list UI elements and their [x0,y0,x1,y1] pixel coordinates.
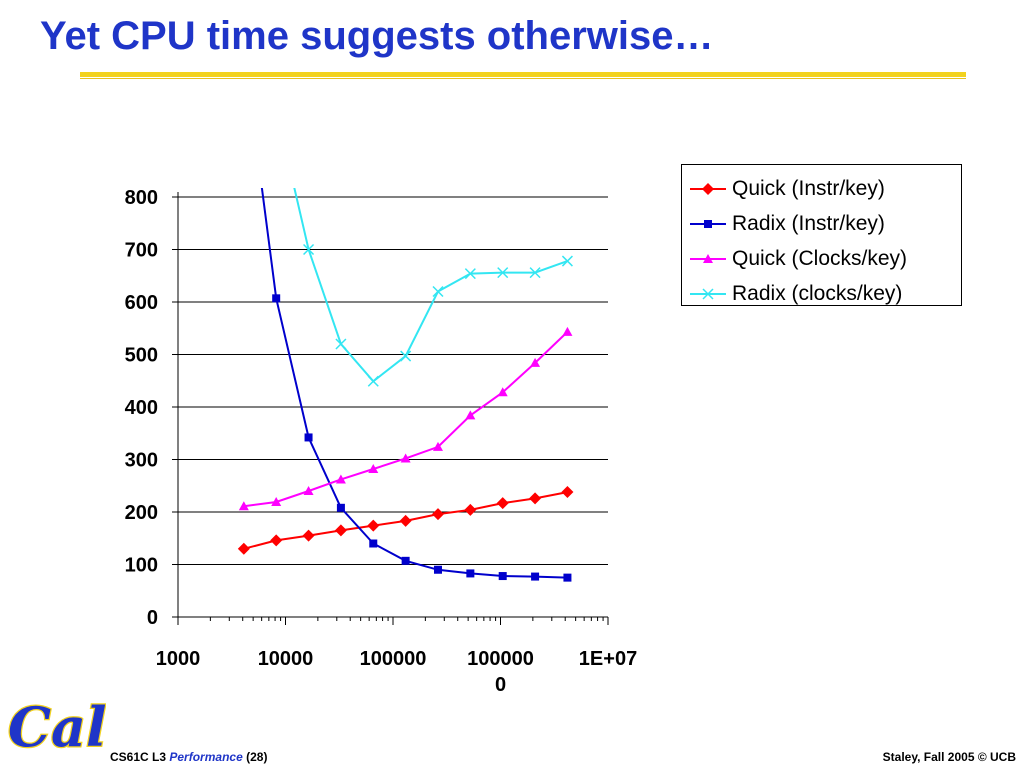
markers-group [237,243,574,582]
data-point [531,572,540,581]
data-point [562,326,573,336]
slide-title: Yet CPU time suggests otherwise… [40,14,714,58]
title-underline [80,72,966,77]
y-tick-label: 800 [125,187,158,209]
y-tick-label: 400 [125,397,158,419]
x-tick-label: 10000 [258,648,314,670]
data-point [303,486,314,495]
series-line-3 [293,188,568,383]
data-point [302,529,315,542]
logo-text: Cal [8,695,106,759]
legend-swatch [690,182,726,195]
data-point [703,253,713,263]
data-point [304,433,313,442]
data-point [561,486,574,499]
data-point [464,503,477,516]
y-tick-label: 300 [125,450,158,472]
legend-label: Quick (Instr/key) [732,176,885,200]
data-point [432,285,444,298]
footer-page: (28) [246,750,268,764]
data-point [563,573,572,582]
footer-course-info: CS61C L3 Performance (28) [110,750,267,764]
data-point [432,441,443,451]
data-point [702,182,714,195]
legend-label: Radix (clocks/key) [732,281,903,305]
data-point [271,497,282,507]
data-point [466,569,475,578]
y-tick-label: 700 [125,240,158,262]
data-point [530,357,541,367]
data-point [497,267,509,279]
axes [172,192,609,625]
data-point [497,387,508,397]
data-point [400,350,412,362]
data-point [368,463,379,473]
data-point [529,492,542,505]
data-point [303,243,315,256]
data-point [367,375,379,387]
data-point [464,268,476,280]
y-tick-label: 600 [125,292,158,314]
chart-legend: Quick (Instr/key) Radix (Instr/key) Quick … [681,164,962,306]
data-point [336,503,345,512]
y-tick-label: 100 [125,555,158,577]
y-tick-labels: 0 100 200 300 400 500 600 700 800 [125,187,158,629]
data-point [498,572,507,581]
data-point [431,508,444,521]
x-tick-label: 100000 [360,648,427,670]
footer-topic: Performance [169,750,243,764]
legend-item: Quick (Instr/key) [688,171,955,206]
data-point [334,524,347,537]
data-point [335,474,346,484]
data-point [237,542,250,555]
data-point [270,534,283,547]
data-point [400,453,411,463]
legend-label: Quick (Clocks/key) [732,246,908,270]
x-tick-label: 100000 0 [467,648,534,696]
y-tick-label: 500 [125,345,158,367]
legend-swatch [690,219,726,228]
data-point [335,338,347,350]
data-point [399,514,412,527]
legend-item: Radix (Instr/key) [688,206,955,241]
legend-swatch [690,287,726,300]
data-point [561,255,573,267]
x-tick-label: 1000 [156,648,201,670]
data-point [367,519,380,532]
legend-item: Quick (Clocks/key) [688,241,955,276]
x-tick-labels: 1000 10000 100000 100000 0 1E+07 [156,648,637,696]
series-line-2 [243,331,569,508]
data-point [272,294,281,303]
x-tick-label: 1E+07 [579,648,637,670]
data-point [529,267,541,279]
legend-label: Radix (Instr/key) [732,211,885,235]
legend-swatch [690,253,726,263]
data-point [433,565,442,574]
data-point [496,497,509,510]
legend-item: Radix (clocks/key) [688,276,955,311]
cal-logo: Cal [2,688,108,769]
footer-course: CS61C L3 [110,750,167,764]
data-point [704,219,712,228]
data-point [401,556,410,565]
gridlines [178,196,608,565]
data-point [465,410,476,420]
title-underline-thin [80,78,966,79]
footer-credit: Staley, Fall 2005 © UCB [882,750,1016,764]
y-tick-label: 200 [125,502,158,524]
data-point [702,287,714,300]
data-point [369,539,378,548]
data-point [238,501,249,511]
y-tick-label: 0 [147,607,158,629]
